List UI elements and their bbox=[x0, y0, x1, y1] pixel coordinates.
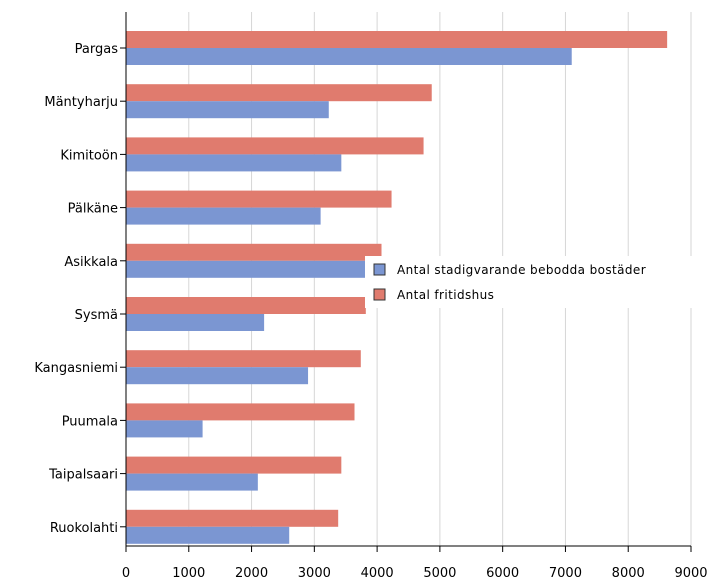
legend-label-stadigvarande: Antal stadigvarande bebodda bostäder bbox=[397, 263, 646, 277]
category-label: Taipalsaari bbox=[48, 468, 118, 483]
bar-fritidshus bbox=[126, 243, 382, 261]
bar-stadigvarande bbox=[126, 526, 290, 544]
x-tick-label: 4000 bbox=[361, 566, 394, 581]
bar-fritidshus bbox=[126, 297, 366, 314]
x-tick-label: 6000 bbox=[486, 566, 519, 581]
x-tick-label: 8000 bbox=[612, 566, 645, 581]
x-tick-label: 1000 bbox=[172, 566, 205, 581]
category-label: Puumala bbox=[62, 414, 118, 429]
bar-stadigvarande bbox=[126, 260, 370, 278]
category-labels: Pargas Mäntyharju Kimitoön Pälkäne Asikkala S… bbox=[34, 42, 118, 536]
bar-fritidshus bbox=[126, 403, 355, 421]
bar-stadigvarande bbox=[126, 314, 265, 331]
legend-swatch-fritidshus bbox=[373, 288, 386, 301]
bar-fritidshus bbox=[126, 137, 424, 155]
category-label: Kangasniemi bbox=[34, 361, 118, 376]
bar-stadigvarande bbox=[126, 420, 203, 438]
bar-stadigvarande bbox=[126, 101, 329, 119]
x-tick-label: 3000 bbox=[298, 566, 331, 581]
x-tick-label: 9000 bbox=[674, 566, 707, 581]
bar-fritidshus bbox=[126, 31, 668, 48]
tick-labels: 0 1000 2000 3000 4000 5000 6000 7000 8000 9000 bbox=[122, 566, 708, 581]
category-label: Sysmä bbox=[75, 308, 118, 323]
bars bbox=[126, 31, 668, 544]
bar-stadigvarande bbox=[126, 473, 258, 491]
category-label: Pargas bbox=[75, 42, 119, 57]
category-label: Ruokolahti bbox=[50, 521, 118, 536]
bar-fritidshus bbox=[126, 509, 339, 527]
legend-swatch-stadigvarande bbox=[373, 263, 386, 276]
bar-stadigvarande bbox=[126, 207, 321, 225]
bar-stadigvarande bbox=[126, 154, 342, 172]
bar-stadigvarande bbox=[126, 48, 572, 65]
x-tick-label: 7000 bbox=[549, 566, 582, 581]
bar-fritidshus bbox=[126, 84, 432, 102]
x-tick-label: 2000 bbox=[235, 566, 268, 581]
category-label: Kimitoön bbox=[60, 148, 118, 163]
axes bbox=[120, 12, 692, 552]
bar-fritidshus bbox=[126, 190, 392, 208]
bar-stadigvarande bbox=[126, 367, 309, 385]
bar-fritidshus bbox=[126, 456, 342, 474]
x-tick-label: 5000 bbox=[423, 566, 456, 581]
category-label: Mäntyharju bbox=[44, 95, 118, 110]
category-label: Pälkäne bbox=[68, 202, 118, 217]
legend-background bbox=[365, 256, 695, 308]
x-tick-label: 0 bbox=[122, 566, 130, 581]
category-label: Asikkala bbox=[64, 255, 118, 270]
legend-label-fritidshus: Antal fritidshus bbox=[397, 288, 494, 302]
legend: Antal stadigvarande bebodda bostäder Ant… bbox=[365, 256, 695, 308]
bar-fritidshus bbox=[126, 350, 361, 368]
